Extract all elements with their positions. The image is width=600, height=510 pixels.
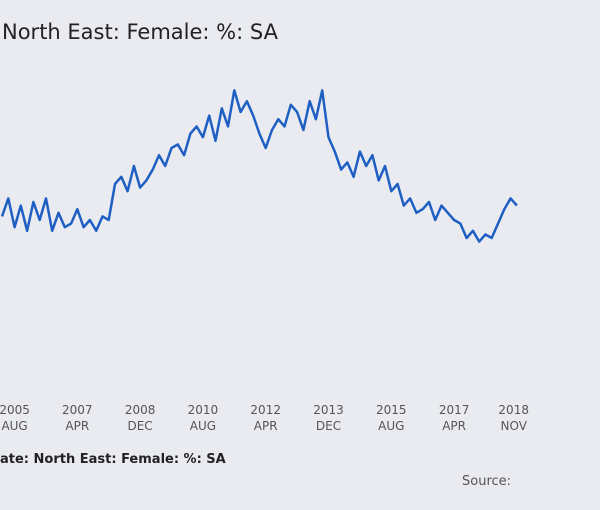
x-tick-year-3: 2010	[188, 403, 219, 417]
x-tick-month-2: DEC	[127, 419, 152, 433]
x-tick-year-4: 2012	[250, 403, 281, 417]
x-tick-year-6: 2015	[376, 403, 407, 417]
x-tick-month-0: AUG	[1, 419, 27, 433]
x-tick-month-6: AUG	[378, 419, 404, 433]
x-tick-month-1: APR	[65, 419, 89, 433]
x-tick-year-0: 2005	[0, 403, 30, 417]
x-tick-year-2: 2008	[125, 403, 156, 417]
x-tick-month-3: AUG	[190, 419, 216, 433]
legend-label: ate: North East: Female: %: SA	[0, 452, 226, 467]
source-label: Source:	[462, 474, 512, 489]
series-line-0	[0, 89, 518, 243]
x-tick-month-8: NOV	[500, 419, 527, 433]
x-tick-month-5: DEC	[316, 419, 341, 433]
x-tick-year-7: 2017	[439, 403, 470, 417]
x-tick-year-5: 2013	[313, 403, 344, 417]
x-tick-year-1: 2007	[62, 403, 93, 417]
x-tick-year-8: 2018	[498, 403, 529, 417]
chart-title: North East: Female: %: SA	[2, 20, 278, 44]
x-tick-month-7: APR	[442, 419, 466, 433]
x-tick-month-4: APR	[254, 419, 278, 433]
